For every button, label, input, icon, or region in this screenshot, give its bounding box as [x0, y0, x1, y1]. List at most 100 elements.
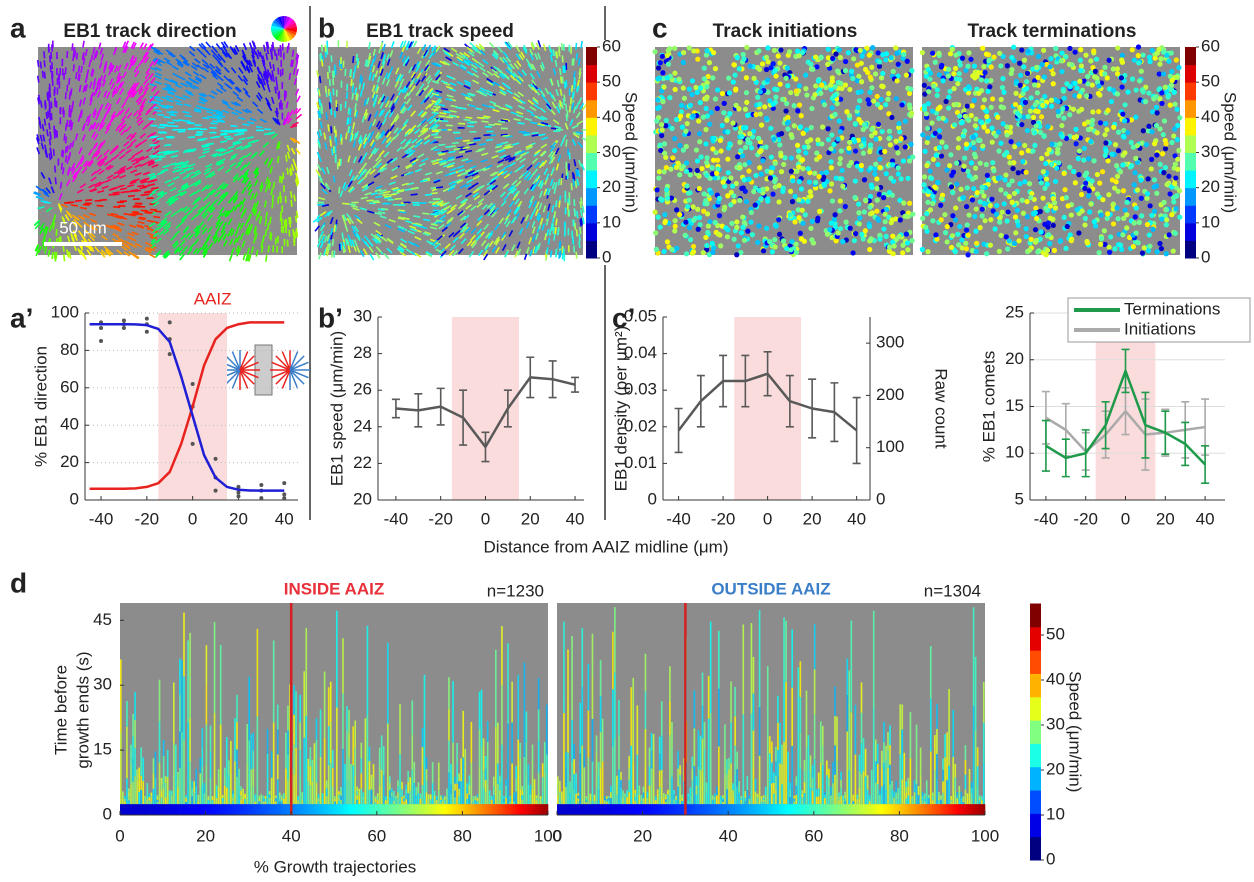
image-streak: [532, 135, 539, 136]
image-streak: [224, 136, 231, 137]
image-streak: [431, 193, 438, 194]
image-dot: [887, 245, 892, 250]
image-dot: [1048, 56, 1053, 61]
shared-x-label: Distance from AAIZ midline (μm): [483, 537, 728, 556]
image-dot: [790, 199, 795, 204]
image-streak: [334, 146, 335, 153]
image-dot: [861, 137, 866, 142]
panel-label: d: [10, 567, 27, 598]
image-streak: [486, 140, 493, 141]
image-dot: [803, 150, 808, 155]
image-dot: [830, 105, 835, 110]
image-dot: [751, 189, 756, 194]
image-dot: [793, 76, 798, 81]
image-dot: [673, 87, 678, 92]
image-dot: [1115, 174, 1120, 179]
image-dot: [674, 165, 679, 170]
image-dot: [883, 57, 888, 62]
image-dot: [800, 208, 805, 213]
image-dot: [929, 120, 934, 125]
image-dot: [865, 70, 870, 75]
image-dot: [1083, 181, 1088, 186]
image-streak: [44, 51, 45, 58]
image-dot: [1149, 129, 1154, 134]
image-streak: [390, 194, 397, 195]
image-dot: [779, 169, 784, 174]
image-dot: [776, 217, 781, 222]
image-streak: [44, 60, 45, 67]
image-dot: [741, 52, 746, 57]
image-dot: [874, 176, 879, 181]
image-dot: [844, 109, 849, 114]
image-streak: [333, 239, 334, 246]
image-dot: [1150, 48, 1155, 53]
image-streak: [498, 121, 505, 122]
image-dot: [992, 54, 997, 59]
image-dot: [855, 105, 860, 110]
image-dot: [956, 136, 961, 141]
image-dot: [773, 95, 778, 100]
image-dot: [1169, 50, 1174, 55]
image-dot: [747, 160, 752, 165]
image-dot: [672, 71, 677, 76]
image-dot: [774, 87, 779, 92]
image-dot: [990, 96, 995, 101]
image-dot: [954, 76, 959, 81]
image-streak: [436, 187, 443, 188]
image-dot: [1049, 104, 1054, 109]
image-dot: [988, 217, 993, 222]
image-dot: [869, 127, 874, 132]
image-dot: [1086, 193, 1091, 198]
image-streak: [132, 212, 139, 213]
image-dot: [838, 81, 843, 86]
image-streak: [572, 92, 573, 99]
image-dot: [654, 118, 659, 123]
image-dot: [1149, 157, 1154, 162]
image-dot: [742, 238, 747, 243]
image-dot: [1095, 191, 1100, 196]
image-dot: [948, 152, 953, 157]
image-streak: [213, 137, 220, 138]
image-dot: [718, 243, 723, 248]
image-dot: [794, 88, 799, 93]
image-dot: [849, 69, 854, 74]
image-dot: [702, 66, 707, 71]
image-streak: [256, 127, 263, 128]
image-dot: [665, 75, 670, 80]
image-dot: [697, 131, 702, 136]
image-dot: [715, 87, 720, 92]
image-dot: [883, 102, 888, 107]
image-streak: [65, 92, 66, 99]
image-streak: [141, 210, 148, 211]
image-dot: [1088, 139, 1093, 144]
image-dot: [894, 145, 899, 150]
image-dot: [1096, 250, 1101, 255]
image-dot: [1034, 216, 1039, 221]
image-dot: [882, 149, 887, 154]
image-streak: [433, 210, 440, 211]
image-streak: [330, 139, 331, 146]
image-dot: [684, 251, 689, 256]
image-streak: [562, 55, 563, 62]
image-dot: [737, 140, 742, 145]
image-streak: [329, 89, 330, 96]
image-dot: [715, 106, 720, 111]
image-dot: [1055, 150, 1060, 155]
image-dot: [881, 195, 886, 200]
image-dot: [710, 241, 715, 246]
image-dot: [1132, 58, 1137, 63]
image-dot: [1166, 59, 1171, 64]
image-streak: [164, 117, 171, 118]
image-dot: [768, 126, 773, 131]
image-dot: [921, 182, 926, 187]
image-dot: [740, 225, 745, 230]
image-streak: [40, 62, 41, 69]
image-dot: [771, 136, 776, 141]
image-streak: [63, 167, 64, 174]
image-dot: [735, 55, 740, 60]
image-dot: [835, 101, 840, 106]
image-dot: [997, 249, 1002, 254]
image-dot: [722, 101, 727, 106]
image-dot: [861, 127, 866, 132]
image-dot: [747, 177, 752, 182]
